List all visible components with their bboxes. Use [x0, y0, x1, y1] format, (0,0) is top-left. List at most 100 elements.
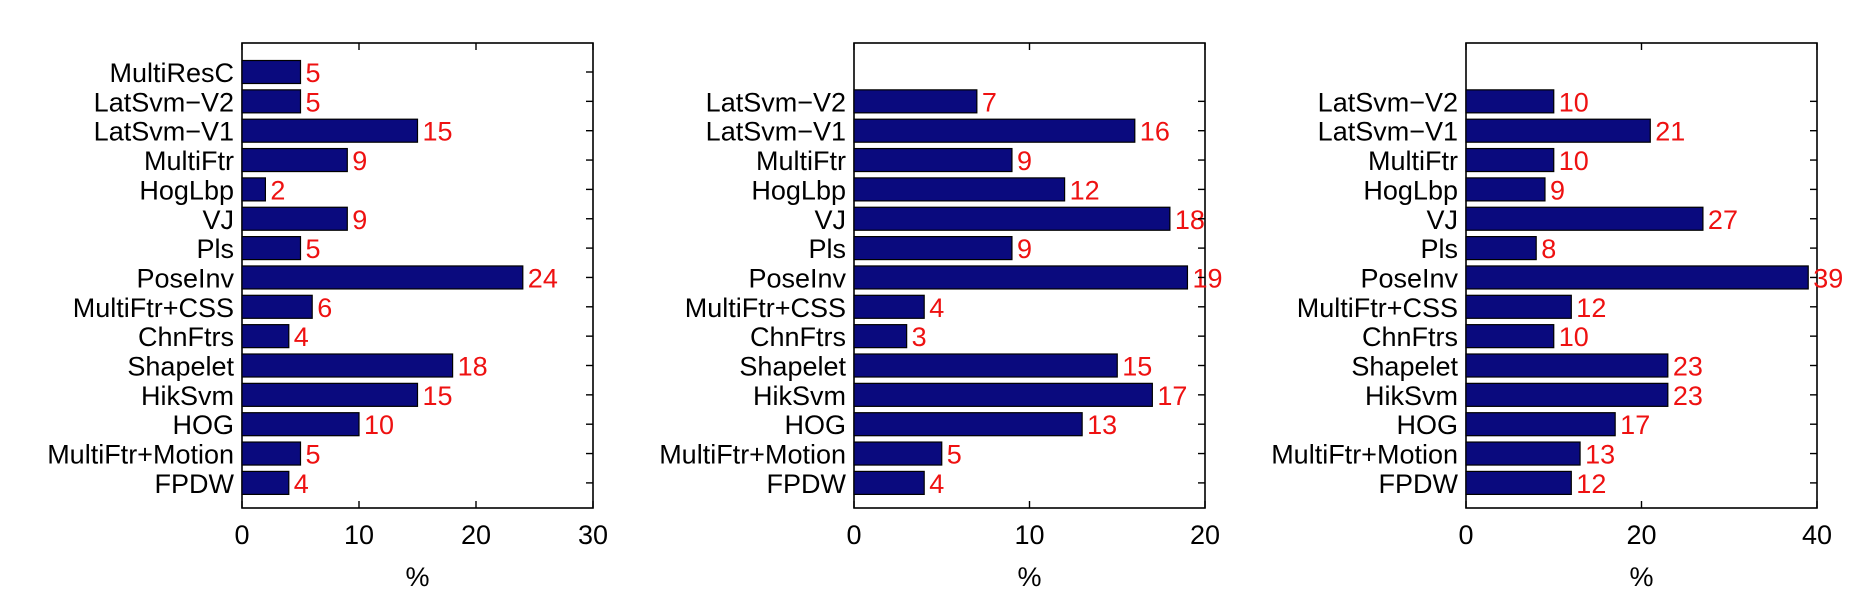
bar — [853, 412, 1083, 437]
data-label: 4 — [929, 293, 944, 323]
category-label: Shapelet — [127, 352, 234, 382]
category-label: HikSvm — [141, 381, 234, 411]
data-label: 13 — [1087, 410, 1117, 440]
data-label: 4 — [294, 322, 309, 352]
category-label: LatSvm−V1 — [94, 117, 234, 147]
category-label: Pls — [808, 234, 846, 264]
bar — [853, 470, 925, 495]
category-label: MultiFtr — [1368, 146, 1458, 176]
x-tick-label: 40 — [1802, 520, 1832, 550]
data-label: 9 — [1550, 175, 1565, 205]
bar — [241, 59, 302, 85]
data-label: 4 — [294, 469, 309, 499]
bar — [241, 206, 348, 231]
bar — [241, 265, 524, 290]
data-label: 5 — [306, 87, 321, 117]
data-label: 12 — [1576, 293, 1606, 323]
x-axis-label: % — [1629, 562, 1653, 592]
category-label: MultiFtr+Motion — [1271, 440, 1458, 470]
category-label: LatSvm−V2 — [706, 87, 846, 117]
bar — [853, 177, 1066, 202]
data-label: 15 — [1122, 352, 1152, 382]
x-tick-label: 10 — [344, 520, 374, 550]
category-label: LatSvm−V2 — [94, 87, 234, 117]
category-label: FPDW — [1379, 469, 1459, 499]
bar — [1465, 147, 1555, 173]
category-label: PoseInv — [1360, 263, 1458, 293]
data-label: 6 — [317, 293, 332, 323]
bar — [853, 265, 1189, 290]
category-label: HikSvm — [753, 381, 846, 411]
x-tick-label: 10 — [1014, 520, 1044, 550]
data-label: 39 — [1813, 263, 1843, 293]
category-label: HOG — [1396, 410, 1458, 440]
bar — [241, 324, 290, 349]
data-label: 9 — [1017, 234, 1032, 264]
bar — [1465, 441, 1581, 466]
bar — [241, 89, 302, 114]
category-label: Shapelet — [1351, 352, 1458, 382]
category-label: HogLbp — [139, 175, 234, 205]
category-label: HOG — [172, 410, 234, 440]
category-label: FPDW — [767, 469, 847, 499]
category-label: ChnFtrs — [138, 322, 234, 352]
data-label: 18 — [1175, 205, 1205, 235]
bar — [1465, 382, 1669, 407]
bar — [241, 294, 313, 319]
x-axis-label: % — [405, 562, 429, 592]
bar — [1465, 294, 1572, 319]
bar — [1465, 177, 1546, 202]
category-label: HogLbp — [1363, 175, 1458, 205]
bar — [1465, 324, 1555, 349]
bar — [1465, 412, 1616, 437]
data-label: 19 — [1192, 263, 1222, 293]
bar — [241, 470, 290, 495]
data-label: 5 — [306, 234, 321, 264]
data-label: 4 — [929, 469, 944, 499]
bar — [241, 147, 348, 173]
bar — [853, 236, 1013, 261]
category-label: MultiFtr+CSS — [685, 293, 846, 323]
bar — [853, 324, 908, 349]
category-label: VJ — [1426, 205, 1458, 235]
category-label: LatSvm−V1 — [706, 117, 846, 147]
data-label: 10 — [1559, 322, 1589, 352]
data-label: 12 — [1576, 469, 1606, 499]
data-label: 24 — [528, 263, 558, 293]
chart-panel-1: MultiResC 5 LatSvm−V2 5 LatSvm−V1 15 MultiFtr 9… — [47, 42, 608, 592]
category-label: LatSvm−V1 — [1318, 117, 1458, 147]
data-label: 9 — [352, 146, 367, 176]
x-tick-label: 0 — [1458, 520, 1473, 550]
category-label: ChnFtrs — [750, 322, 846, 352]
data-label: 18 — [458, 352, 488, 382]
data-label: 23 — [1673, 352, 1703, 382]
data-label: 3 — [912, 322, 927, 352]
bar — [241, 441, 302, 466]
category-label: ChnFtrs — [1362, 322, 1458, 352]
category-label: FPDW — [155, 469, 235, 499]
bar — [853, 147, 1013, 173]
category-label: MultiFtr+Motion — [659, 440, 846, 470]
x-tick-label: 0 — [234, 520, 249, 550]
bar — [1465, 206, 1704, 231]
chart-panel-2: LatSvm−V2 7 LatSvm−V1 16 MultiFtr 9 HogLbp 12 VJ… — [659, 42, 1222, 592]
data-label: 10 — [1559, 87, 1589, 117]
bar — [853, 89, 978, 114]
data-label: 5 — [947, 440, 962, 470]
bar — [1465, 89, 1555, 114]
x-tick-label: 20 — [1190, 520, 1220, 550]
bar — [1465, 265, 1809, 290]
category-label: PoseInv — [748, 263, 846, 293]
bar — [853, 353, 1118, 378]
bar — [241, 382, 419, 407]
bar — [853, 118, 1136, 143]
bar — [241, 236, 302, 261]
x-tick-label: 30 — [578, 520, 608, 550]
data-label: 9 — [352, 205, 367, 235]
data-label: 2 — [270, 175, 285, 205]
bar — [853, 206, 1171, 231]
data-label: 16 — [1140, 117, 1170, 147]
category-label: Pls — [196, 234, 234, 264]
bar — [853, 382, 1153, 407]
